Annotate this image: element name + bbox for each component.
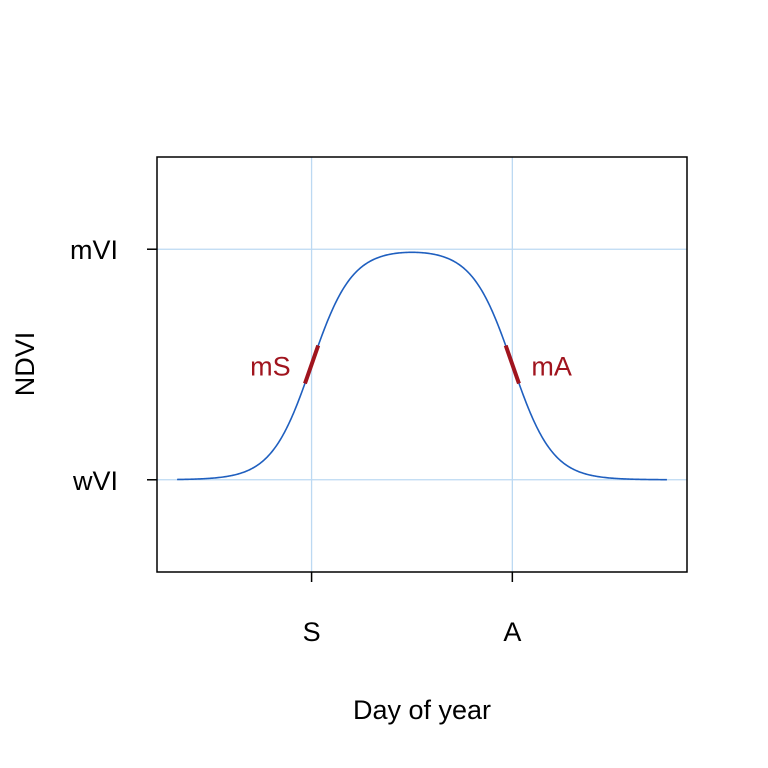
- ndvi-curve: [177, 251, 667, 481]
- series: [177, 251, 667, 481]
- x-axis-title: Day of year: [353, 695, 491, 725]
- y-tick-label: mVI: [70, 235, 118, 265]
- plot-frame: [156, 156, 688, 573]
- slope-segment-ms: [303, 344, 321, 385]
- grid: [157, 157, 687, 572]
- x-tick-label: A: [503, 617, 521, 647]
- slope-segment-ma: [503, 344, 521, 385]
- annotation-label-ma: mA: [531, 352, 572, 382]
- y-axis-title: NDVI: [10, 332, 40, 397]
- annotation-label-ms: mS: [250, 352, 291, 382]
- annotations: mS mA: [250, 344, 572, 385]
- y-tick-label: wVI: [72, 466, 118, 496]
- x-tick-label: S: [303, 617, 321, 647]
